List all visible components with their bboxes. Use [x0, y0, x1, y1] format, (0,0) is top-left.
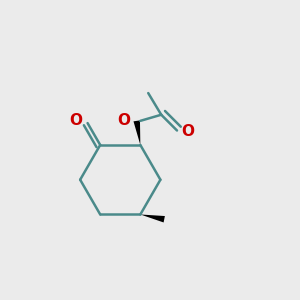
- Text: O: O: [117, 113, 130, 128]
- Text: O: O: [69, 113, 82, 128]
- Text: O: O: [182, 124, 194, 140]
- Polygon shape: [140, 214, 165, 223]
- Polygon shape: [134, 120, 140, 145]
